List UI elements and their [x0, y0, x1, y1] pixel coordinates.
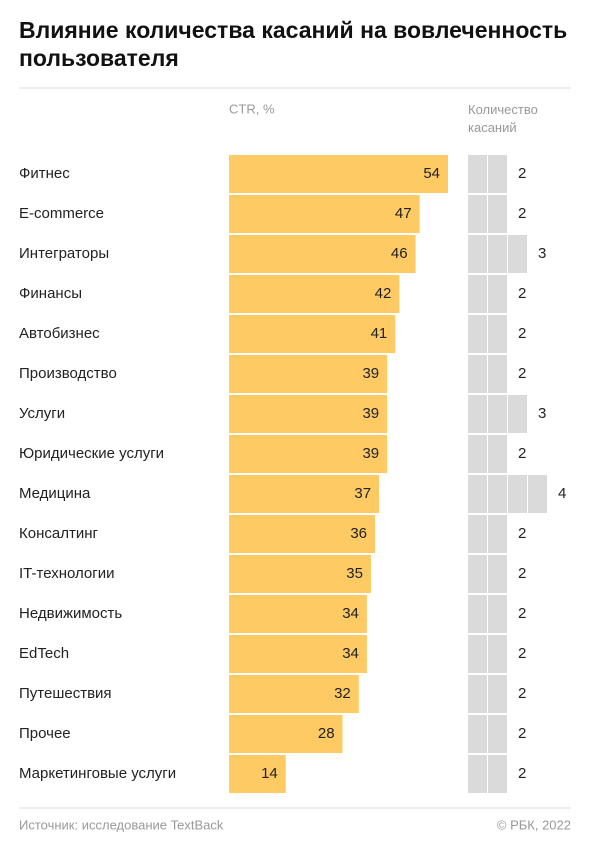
value-label: 42: [375, 285, 392, 302]
touch-blocks: [468, 235, 527, 273]
touch-blocks: [468, 435, 507, 473]
category-label: Фитнес: [19, 165, 70, 182]
touch-label: 2: [518, 645, 526, 662]
value-label: 34: [342, 645, 359, 662]
touch-blocks: [468, 315, 507, 353]
value-label: 36: [350, 525, 367, 542]
bar: [229, 515, 375, 553]
value-label: 46: [391, 245, 408, 262]
bar: [229, 595, 367, 633]
value-label: 28: [318, 725, 335, 742]
value-label: 37: [354, 485, 371, 502]
category-label: Медицина: [19, 485, 91, 502]
touch-label: 3: [538, 245, 546, 262]
touch-blocks: [468, 595, 507, 633]
touch-label: 2: [518, 605, 526, 622]
value-label: 41: [371, 325, 388, 342]
bar: [229, 275, 400, 313]
bar: [229, 155, 448, 193]
source: Источник: исследование TextBack: [19, 817, 224, 832]
touch-label: 2: [518, 445, 526, 462]
touch-label: 3: [538, 405, 546, 422]
bar: [229, 675, 359, 713]
touch-blocks: [468, 155, 507, 193]
touch-label: 2: [518, 765, 526, 782]
touch-blocks: [468, 275, 507, 313]
touch-label: 2: [518, 205, 526, 222]
category-label: Путешествия: [19, 685, 112, 702]
bar: [229, 395, 388, 433]
category-label: Недвижимость: [19, 605, 122, 622]
bar: [229, 475, 380, 513]
bar: [229, 715, 343, 753]
touch-label: 2: [518, 725, 526, 742]
value-label: 39: [362, 365, 379, 382]
chart-title: Влияние количества касаний на вовлеченно…: [19, 17, 568, 71]
category-label: Финансы: [19, 285, 82, 302]
touch-blocks: [468, 515, 507, 553]
category-label: IT-технологии: [19, 565, 115, 582]
value-label: 47: [395, 205, 412, 222]
category-label: Автобизнес: [19, 325, 100, 342]
series-header: Количество касаний: [468, 102, 538, 135]
bar: [229, 315, 396, 353]
category-label: Прочее: [19, 725, 71, 742]
bar: [229, 435, 388, 473]
touch-blocks: [468, 715, 507, 753]
touch-label: 2: [518, 325, 526, 342]
touch-label: 2: [518, 165, 526, 182]
value-label: 14: [261, 765, 278, 782]
touch-label: 2: [518, 565, 526, 582]
touch-blocks: [468, 755, 507, 793]
series-header: CTR, %: [229, 101, 275, 116]
value-label: 54: [423, 165, 440, 182]
touch-blocks: [468, 475, 547, 513]
touch-label: 4: [558, 485, 566, 502]
touch-blocks: [468, 555, 507, 593]
touch-label: 2: [518, 365, 526, 382]
touch-blocks: [468, 395, 527, 433]
copyright: © РБК, 2022: [497, 817, 571, 832]
bar: [229, 755, 286, 793]
category-label: Производство: [19, 365, 117, 382]
value-label: 39: [362, 445, 379, 462]
value-label: 39: [362, 405, 379, 422]
touch-blocks: [468, 635, 507, 673]
touch-label: 2: [518, 525, 526, 542]
category-label: Маркетинговые услуги: [19, 765, 176, 782]
category-label: EdTech: [19, 645, 69, 662]
bar: [229, 195, 420, 233]
bar: [229, 555, 371, 593]
category-label: Услуги: [19, 405, 65, 422]
value-label: 34: [342, 605, 359, 622]
touch-label: 2: [518, 685, 526, 702]
category-label: E-commerce: [19, 205, 104, 222]
touch-blocks: [468, 195, 507, 233]
value-label: 35: [346, 565, 363, 582]
bar: [229, 635, 367, 673]
category-label: Консалтинг: [19, 525, 98, 542]
value-label: 32: [334, 685, 351, 702]
bar: [229, 355, 388, 393]
touch-label: 2: [518, 285, 526, 302]
touch-blocks: [468, 355, 507, 393]
category-label: Юридические услуги: [19, 445, 164, 462]
category-label: Интеграторы: [19, 245, 109, 262]
touch-blocks: [468, 675, 507, 713]
bar: [229, 235, 416, 273]
